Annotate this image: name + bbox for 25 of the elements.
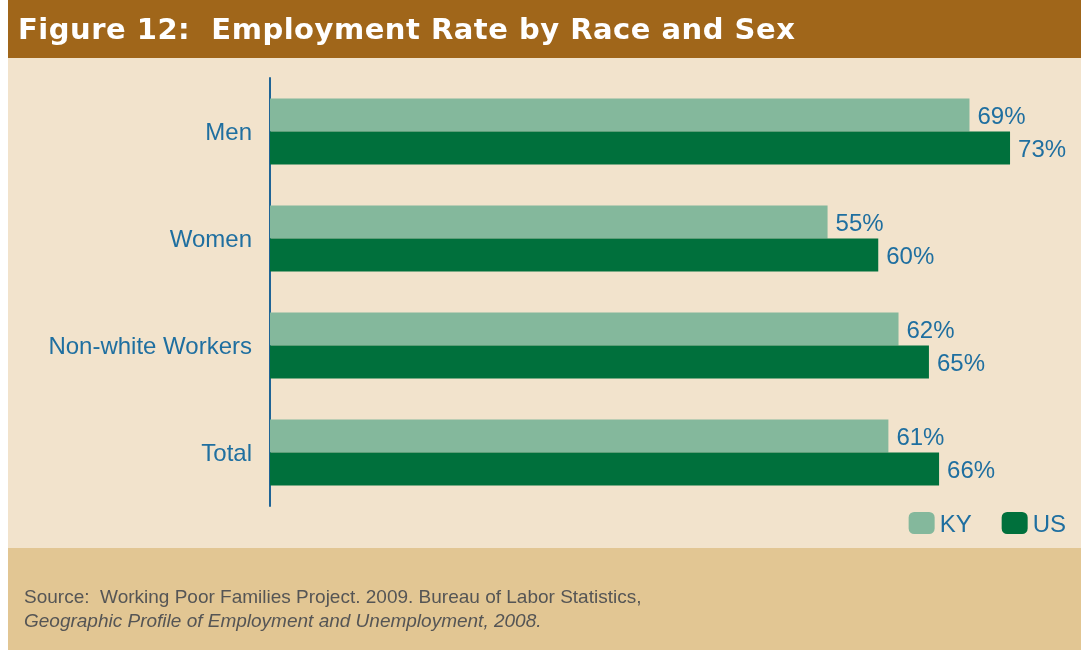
bar: [270, 98, 970, 132]
data-label: 73%: [1018, 134, 1067, 162]
bar: [270, 452, 940, 486]
bar: [270, 345, 929, 379]
data-label: 69%: [977, 101, 1026, 129]
bar: [270, 205, 828, 239]
chart-title: Figure 12: Employment Rate by Race and Sex: [8, 0, 1081, 58]
legend-label: US: [1032, 509, 1066, 537]
bar: [270, 419, 889, 453]
source-note: Source: Working Poor Families Project. 2009. Bureau of Labor Statistics,: [23, 586, 643, 608]
data-label: 55%: [835, 208, 884, 236]
data-label: 62%: [906, 315, 955, 343]
text: Geographic Profile of Employment and Unemployment, 2008.: [23, 610, 543, 632]
data-label: 65%: [936, 348, 985, 376]
legend-label: KY: [939, 509, 972, 537]
bar: [270, 312, 899, 346]
y-tick-label: Women: [169, 225, 252, 252]
data-label: 61%: [896, 422, 945, 450]
y-tick-label: Non-white Workers: [48, 332, 252, 359]
bar: [270, 238, 879, 272]
data-label: 66%: [947, 455, 996, 483]
y-tick-label: Men: [205, 118, 252, 145]
y-tick-label: Total: [201, 439, 252, 466]
bar: [270, 131, 1011, 165]
data-label: 60%: [886, 241, 935, 269]
